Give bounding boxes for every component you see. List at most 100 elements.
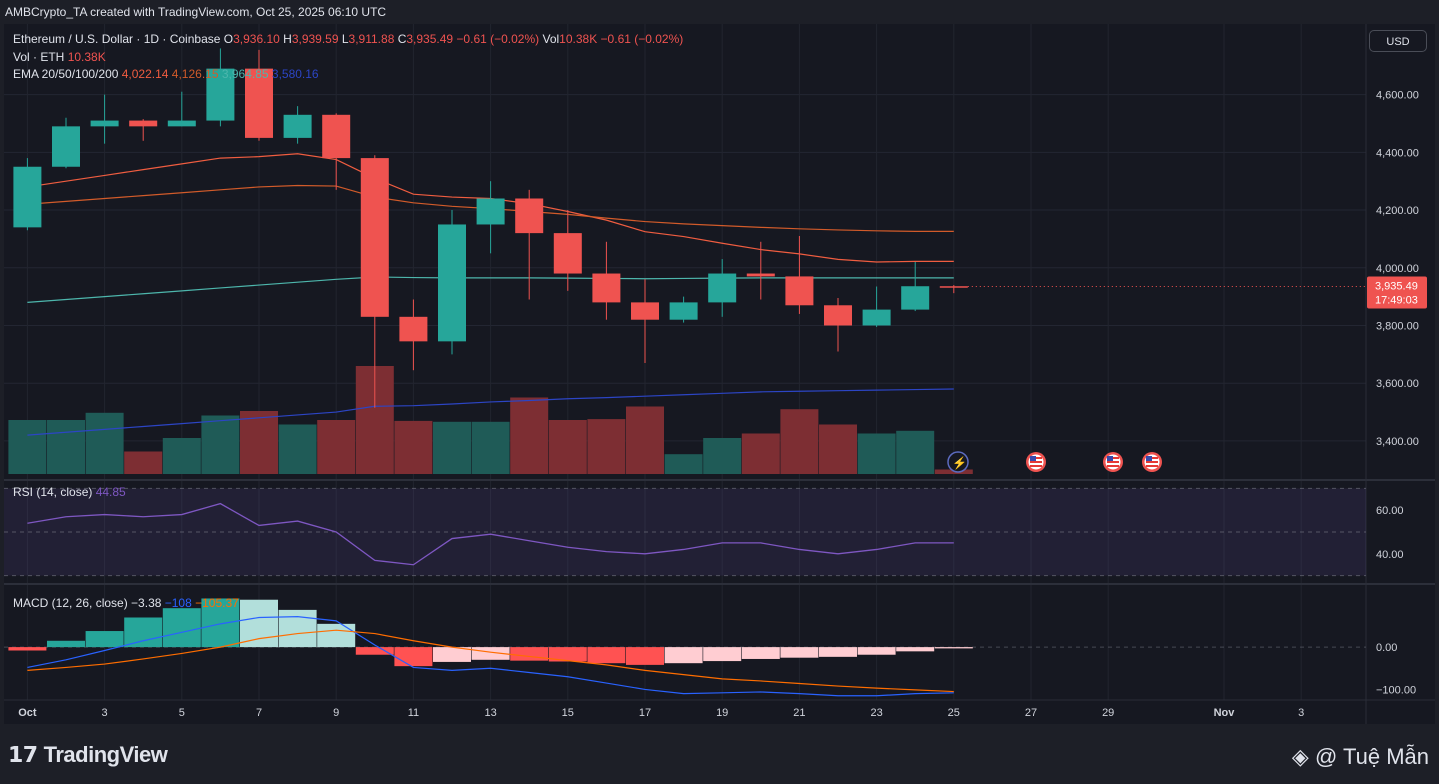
macd-histogram-bar	[394, 647, 433, 667]
currency-button[interactable]: USD	[1369, 30, 1427, 52]
macd-histogram-bar	[703, 647, 742, 662]
rsi-line	[27, 502, 954, 566]
volume-bar	[201, 415, 240, 474]
credit-bar: AMBCrypto_TA created with TradingView.co…	[0, 0, 1439, 24]
vol-label: Vol	[542, 32, 559, 46]
rsi-tick-label: 40.00	[1376, 549, 1404, 561]
macd-histogram-bar	[857, 647, 896, 655]
candle-body	[52, 126, 80, 167]
volume-bar	[471, 421, 510, 474]
watermark-text: @ Tuệ Mẫn	[1314, 744, 1429, 769]
vol-eth-value: 10.38K	[68, 50, 106, 64]
candle-body	[245, 68, 273, 138]
volume-bar	[548, 420, 587, 474]
event-ring	[947, 451, 969, 473]
rsi-label: RSI (14, close)	[13, 485, 96, 499]
close-value: 3,935.49	[406, 32, 456, 46]
macd-histogram-bar	[780, 647, 819, 658]
price-tag-value: 3,935.49	[1375, 281, 1418, 293]
volume-bar	[741, 433, 780, 474]
macd-histogram-bar	[626, 647, 664, 665]
signal-value: −105.37	[195, 596, 239, 610]
vol-value: 10.38K	[559, 32, 600, 46]
time-tick-label: 25	[948, 707, 960, 719]
lightning-icon: ⚡	[952, 456, 967, 470]
tradingview-logo[interactable]: 𝟭𝟳 TradingView	[8, 742, 168, 768]
time-tick-label: Nov	[1214, 707, 1236, 719]
macd-legend: MACD (12, 26, close) −3.38 −108 −105.37	[13, 596, 239, 610]
time-tick-label: 23	[870, 707, 882, 719]
macd-histogram-bar	[162, 608, 201, 648]
close-label: C	[398, 32, 407, 46]
macd-label: MACD (12, 26, close)	[13, 596, 131, 610]
volume-bar	[896, 430, 935, 474]
macd-histogram-bar	[317, 623, 356, 648]
macd-histogram-bar	[47, 640, 85, 648]
vol-change-value: −0.61 (−0.02%)	[601, 32, 684, 46]
chart-area[interactable]: 4,600.00 4,400.00 4,200.00 4,000.00 3,800.00…	[4, 24, 1435, 724]
time-tick-label: 3	[102, 707, 108, 719]
volume-bar	[124, 451, 163, 474]
candle-body	[322, 114, 351, 159]
macd-value: −108	[165, 596, 195, 610]
candle-body	[785, 276, 814, 306]
macd-histogram-bar	[201, 598, 240, 648]
flag-stripe	[1107, 465, 1119, 467]
ema-value: 4,126.15	[172, 67, 222, 81]
high-value: 3,939.59	[292, 32, 342, 46]
candle-body	[515, 198, 544, 234]
candle-body	[553, 233, 582, 274]
macd-histogram-bar	[471, 647, 510, 660]
time-tick-label: Oct	[18, 707, 37, 719]
event-icons: ⚡	[947, 451, 1162, 473]
rsi-legend: RSI (14, close) 44.85	[13, 485, 126, 499]
volume-bar	[587, 419, 626, 474]
time-tick-label: 11	[408, 707, 419, 719]
time-tick-label: 13	[484, 707, 496, 719]
macd-histogram-bar	[896, 647, 935, 652]
tv-logo-icon: 𝟭𝟳	[8, 742, 38, 767]
time-tick-label: 27	[1025, 707, 1037, 719]
macd-histogram-bar	[741, 647, 780, 659]
volume-bar	[278, 424, 317, 474]
candle-body	[360, 158, 389, 317]
symbol-name: Ethereum / U.S. Dollar · 1D · Coinbase	[13, 32, 224, 46]
volume-bar	[240, 411, 278, 474]
flag-canton	[1146, 456, 1152, 461]
open-value: 3,936.10	[233, 32, 283, 46]
candle-body	[90, 120, 119, 127]
ema200-line	[27, 388, 954, 436]
volume-bar	[857, 433, 896, 474]
price-tick-label: 3,800.00	[1376, 320, 1419, 332]
volume-bar	[8, 420, 47, 474]
volume-bar	[780, 409, 819, 474]
vol-eth-label: Vol · ETH	[13, 50, 68, 64]
macd-histogram-bar	[8, 647, 47, 651]
macd-histogram-bar	[664, 647, 703, 664]
price-tick-label: 4,600.00	[1376, 90, 1419, 102]
brand-text: TradingView	[43, 742, 168, 767]
price-chart[interactable]: 4,600.00 4,400.00 4,200.00 4,000.00 3,800.00…	[4, 24, 1435, 724]
volume-bars	[8, 366, 973, 474]
macd-histogram-bar	[433, 647, 471, 662]
flag-canton	[1030, 456, 1036, 461]
open-label: O	[224, 32, 233, 46]
ohlc-legend: Ethereum / U.S. Dollar · 1D · Coinbase O…	[13, 32, 683, 46]
volume-bar	[394, 420, 433, 474]
time-tick-label: 21	[793, 707, 805, 719]
macd-tick-label: −100.00	[1376, 684, 1416, 696]
flag-stripe	[1030, 461, 1042, 463]
candles	[13, 48, 1366, 408]
candle-body	[592, 273, 621, 303]
candle-body	[438, 224, 466, 342]
time-tick-label: 17	[639, 707, 651, 719]
candle-body	[669, 302, 698, 320]
time-tick-label: 3	[1298, 707, 1304, 719]
volume-bar	[162, 438, 201, 474]
rsi-tick-label: 60.00	[1376, 505, 1404, 517]
macd-histogram-bar	[124, 617, 163, 648]
candle-body	[283, 114, 312, 138]
ema-value: 4,022.14	[122, 67, 172, 81]
macd-tick-label: 0.00	[1376, 642, 1397, 654]
flag-stripe	[1146, 465, 1158, 467]
